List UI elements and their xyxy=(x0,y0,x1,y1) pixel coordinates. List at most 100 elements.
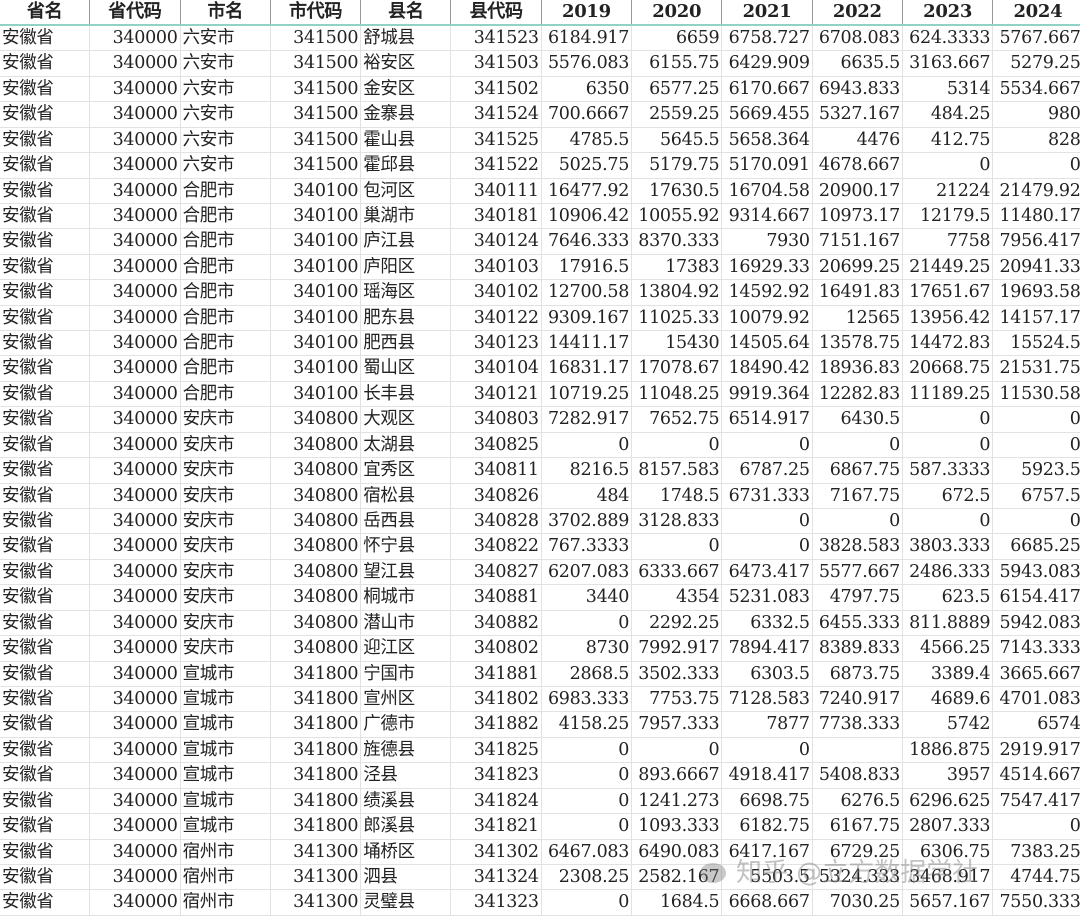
table-cell[interactable]: 6757.5 xyxy=(993,484,1080,508)
table-cell[interactable]: 340000 xyxy=(90,458,181,483)
table-cell[interactable]: 安徽省 xyxy=(0,890,91,915)
table-cell[interactable]: 700.6667 xyxy=(542,102,633,127)
table-cell[interactable]: 5942.083 xyxy=(993,611,1080,635)
table-cell[interactable]: 340000 xyxy=(90,864,181,890)
table-cell[interactable]: 安徽省 xyxy=(0,712,91,737)
table-cell[interactable]: 0 xyxy=(993,509,1080,533)
table-cell[interactable]: 4744.75 xyxy=(993,865,1080,889)
table-cell[interactable]: 0 xyxy=(632,534,723,559)
table-cell[interactable]: 宿州市 xyxy=(181,890,271,915)
table-cell[interactable]: 六安市 xyxy=(181,76,271,102)
table-cell[interactable]: 4918.417 xyxy=(722,763,813,788)
table-cell[interactable]: 3828.583 xyxy=(813,534,903,559)
table-cell[interactable]: 0 xyxy=(993,407,1080,431)
table-cell[interactable]: 0 xyxy=(993,153,1080,177)
table-cell[interactable]: 340181 xyxy=(451,203,542,229)
table-cell[interactable]: 341300 xyxy=(271,864,362,890)
table-cell[interactable]: 合肥市 xyxy=(181,356,271,381)
table-cell[interactable]: 安庆市 xyxy=(181,407,271,432)
table-cell[interactable]: 合肥市 xyxy=(181,254,271,280)
table-cell[interactable]: 341500 xyxy=(271,26,362,51)
table-cell[interactable]: 14157.17 xyxy=(993,306,1080,330)
table-cell[interactable]: 340803 xyxy=(451,407,542,432)
table-cell[interactable]: 4689.6 xyxy=(903,686,994,712)
table-cell[interactable]: 340828 xyxy=(451,509,542,534)
table-cell[interactable]: 5534.667 xyxy=(993,77,1080,101)
table-cell[interactable]: 7547.417 xyxy=(993,789,1080,813)
table-cell[interactable]: 2582.167 xyxy=(632,864,723,890)
table-cell[interactable]: 宣州区 xyxy=(361,686,452,712)
table-cell[interactable]: 5767.667 xyxy=(993,26,1080,50)
table-cell[interactable]: 980 xyxy=(993,102,1080,126)
table-cell[interactable]: 安庆市 xyxy=(181,458,271,483)
table-cell[interactable]: 341821 xyxy=(451,814,542,839)
table-cell[interactable]: 340000 xyxy=(90,254,181,280)
table-cell[interactable]: 341502 xyxy=(451,76,542,102)
table-cell[interactable]: 341882 xyxy=(451,712,542,737)
table-cell[interactable]: 泾县 xyxy=(361,763,452,788)
table-cell[interactable]: 340122 xyxy=(451,305,542,331)
table-cell[interactable]: 7167.75 xyxy=(813,483,903,509)
table-cell[interactable]: 8730 xyxy=(542,636,633,661)
table-cell[interactable]: 岳西县 xyxy=(361,509,452,534)
table-cell[interactable]: 7894.417 xyxy=(722,636,813,661)
table-cell[interactable]: 7992.917 xyxy=(632,636,723,661)
table-cell[interactable]: 1886.875 xyxy=(903,737,994,763)
table-cell[interactable]: 舒城县 xyxy=(361,26,452,51)
table-cell[interactable]: 484 xyxy=(542,483,633,509)
table-cell[interactable]: 六安市 xyxy=(181,153,271,178)
table-cell[interactable]: 13956.42 xyxy=(903,305,994,331)
table-cell[interactable]: 2919.917 xyxy=(993,738,1080,762)
table-cell[interactable]: 9919.364 xyxy=(722,381,813,407)
table-cell[interactable]: 340000 xyxy=(90,26,181,51)
table-cell[interactable]: 0 xyxy=(903,432,994,458)
table-cell[interactable]: 484.25 xyxy=(903,102,994,127)
table-cell[interactable]: 安徽省 xyxy=(0,534,91,559)
table-cell[interactable]: 340000 xyxy=(90,839,181,864)
table-cell[interactable]: 0 xyxy=(903,509,994,534)
table-cell[interactable]: 望江县 xyxy=(361,559,452,585)
table-cell[interactable]: 迎江区 xyxy=(361,636,452,661)
table-cell[interactable]: 341800 xyxy=(271,763,362,788)
table-cell[interactable]: 宣城市 xyxy=(181,737,271,763)
table-cell[interactable]: 7240.917 xyxy=(813,686,903,712)
table-cell[interactable]: 5179.75 xyxy=(632,153,723,178)
table-cell[interactable]: 0 xyxy=(722,737,813,763)
table-cell[interactable]: 0 xyxy=(722,534,813,559)
column-header[interactable]: 2020 xyxy=(632,0,723,24)
column-header[interactable]: 2019 xyxy=(542,0,633,24)
table-cell[interactable]: 0 xyxy=(993,814,1080,838)
table-cell[interactable]: 341800 xyxy=(271,814,362,839)
table-cell[interactable]: 4354 xyxy=(632,585,723,610)
table-cell[interactable]: 340822 xyxy=(451,534,542,559)
table-cell[interactable]: 6867.75 xyxy=(813,458,903,483)
table-cell[interactable]: 5314 xyxy=(903,76,994,102)
table-cell[interactable]: 0 xyxy=(632,737,723,763)
table-cell[interactable]: 340800 xyxy=(271,407,362,432)
table-cell[interactable]: 太湖县 xyxy=(361,432,452,458)
table-cell[interactable]: 340000 xyxy=(90,127,181,153)
table-cell[interactable]: 5279.25 xyxy=(993,51,1080,75)
table-cell[interactable]: 13578.75 xyxy=(813,331,903,356)
table-cell[interactable]: 7128.583 xyxy=(722,686,813,712)
table-cell[interactable]: 0 xyxy=(722,432,813,458)
table-cell[interactable]: 0 xyxy=(542,432,633,458)
table-cell[interactable]: 21531.75 xyxy=(993,356,1080,380)
table-cell[interactable]: 341500 xyxy=(271,102,362,127)
table-cell[interactable]: 4476 xyxy=(813,127,903,153)
table-cell[interactable]: 14472.83 xyxy=(903,331,994,356)
table-cell[interactable]: 340800 xyxy=(271,610,362,636)
table-cell[interactable]: 12700.58 xyxy=(542,280,633,305)
table-cell[interactable]: 6659 xyxy=(632,26,723,51)
table-cell[interactable]: 340000 xyxy=(90,102,181,127)
table-cell[interactable]: 0 xyxy=(813,509,903,534)
table-cell[interactable]: 341302 xyxy=(451,839,542,864)
table-cell[interactable]: 安庆市 xyxy=(181,585,271,610)
table-cell[interactable]: 包河区 xyxy=(361,178,452,203)
table-cell[interactable]: 5742 xyxy=(903,712,994,737)
table-cell[interactable]: 绩溪县 xyxy=(361,788,452,814)
table-cell[interactable]: 7738.333 xyxy=(813,712,903,737)
table-cell[interactable]: 7753.75 xyxy=(632,686,723,712)
table-cell[interactable]: 6490.083 xyxy=(632,839,723,864)
table-cell[interactable]: 6154.417 xyxy=(993,585,1080,609)
